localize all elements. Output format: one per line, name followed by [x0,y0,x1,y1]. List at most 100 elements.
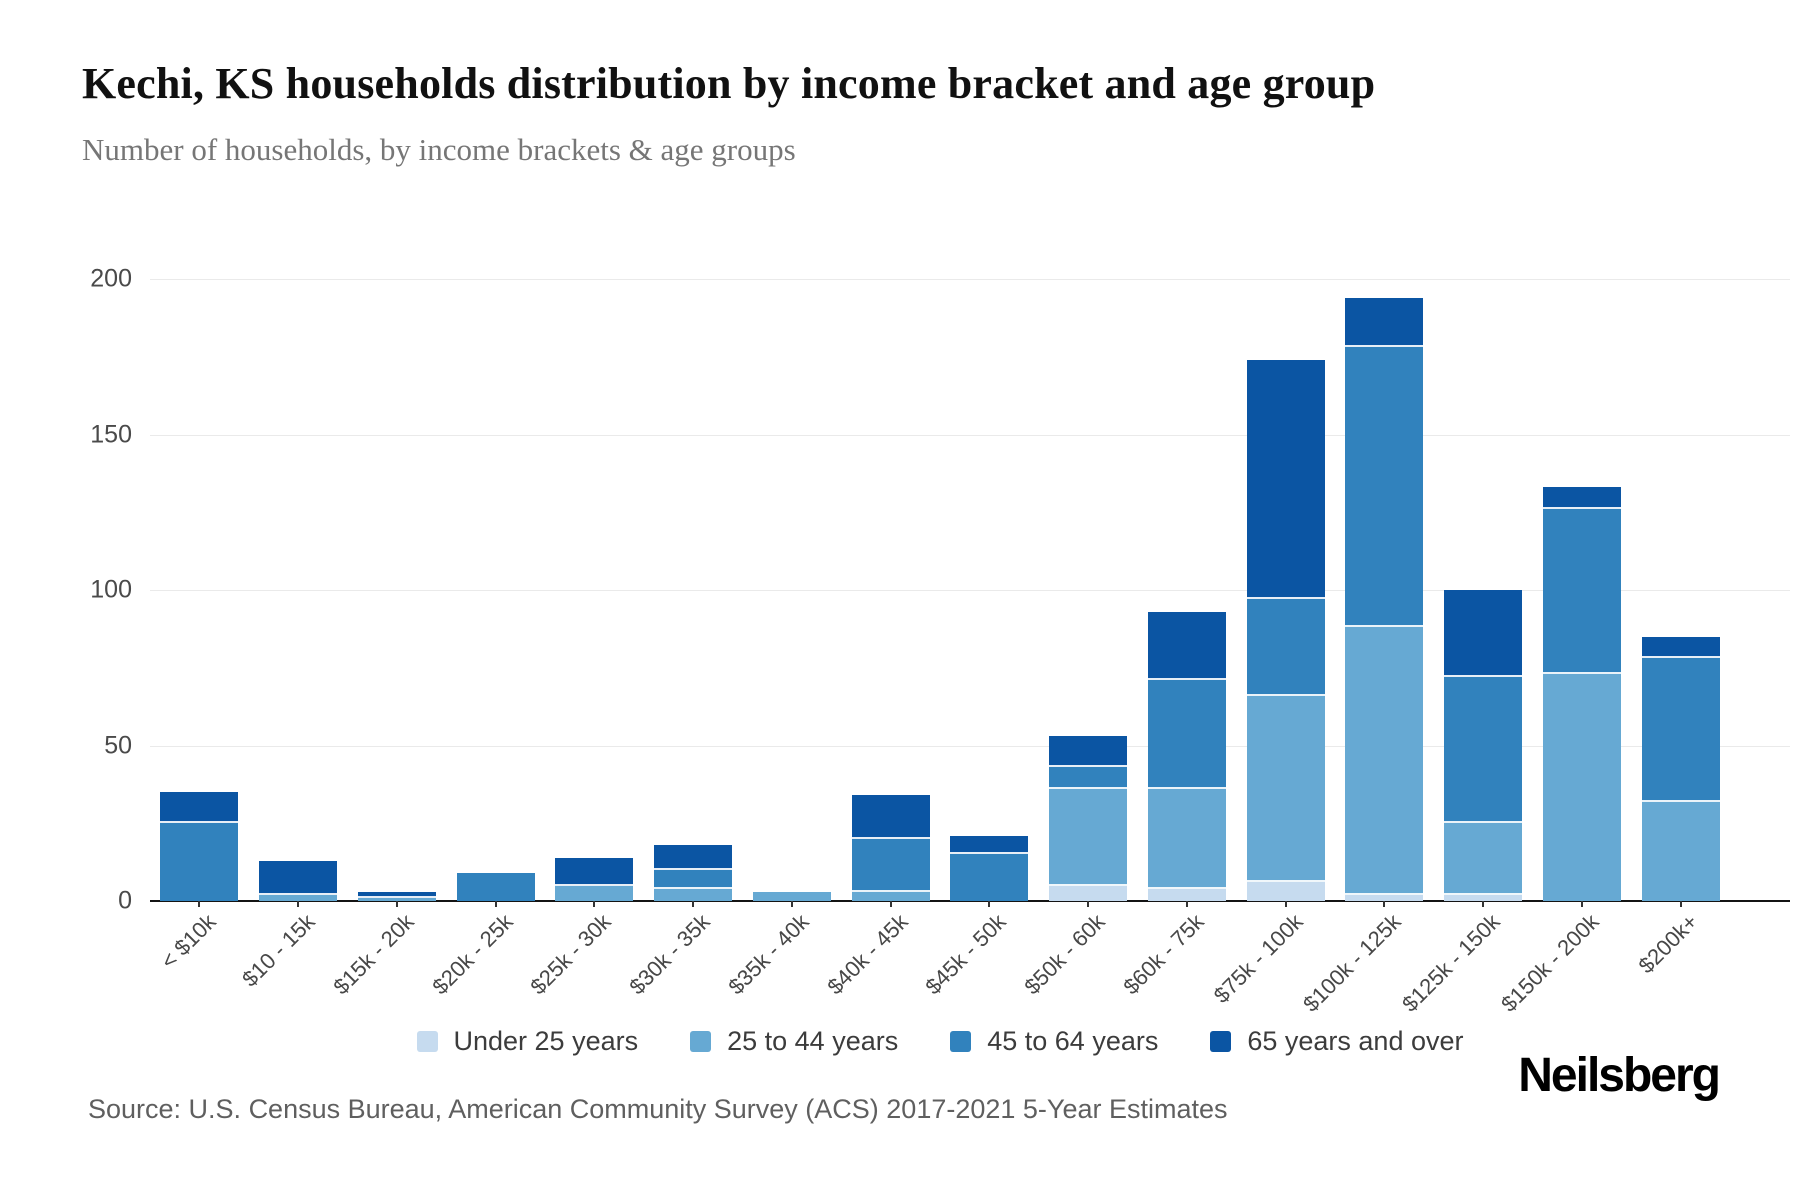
bar-segment[interactable] [1246,882,1325,901]
x-axis-tick [1580,901,1583,907]
bar-segment[interactable] [1246,695,1325,883]
bar-segment[interactable] [950,854,1029,901]
bar-segment[interactable] [1444,590,1523,678]
bar-segment[interactable] [1641,658,1720,802]
bar-segment[interactable] [555,857,634,886]
bar-segment[interactable] [1444,894,1523,901]
bar-segment[interactable] [1147,611,1226,681]
bar-segment[interactable] [654,845,733,870]
bar-segment[interactable] [1049,789,1128,886]
legend-label: 25 to 44 years [727,1026,899,1056]
bar-segment[interactable] [1147,888,1226,901]
bar-6[interactable] [654,845,733,901]
bar-segment[interactable] [555,885,634,901]
y-axis-label: 150 [90,420,132,448]
bar-5[interactable] [555,857,634,901]
bar-slot [545,279,644,901]
x-axis-line [150,900,1790,902]
bar-slot [446,279,545,901]
legend-swatch-icon [416,1031,438,1052]
bar-slot [1138,279,1237,901]
bar-segment[interactable] [1246,599,1325,696]
bar-segment[interactable] [654,888,733,901]
bar-segment[interactable] [1542,674,1621,901]
bars [150,279,1730,901]
bar-segment[interactable] [1345,297,1424,348]
source-text: Source: U.S. Census Bureau, American Com… [88,1094,1228,1124]
bar-segment[interactable] [1542,509,1621,674]
legend-item[interactable]: 25 to 44 years [690,1026,898,1057]
bar-slot [1236,279,1335,901]
x-axis-tick [1185,901,1188,907]
bar-11[interactable] [1147,611,1226,901]
bar-segment[interactable] [1444,677,1523,824]
chart-plot-area: 0 50 100 150 200 < $10k $10 - 15k $15k - 20k $2… [90,265,1790,1017]
bar-3[interactable] [357,891,436,901]
bar-segment[interactable] [259,894,338,901]
legend-item[interactable]: 65 years and over [1210,1026,1464,1057]
x-axis-tick [297,901,300,907]
bar-segment[interactable] [259,860,338,895]
bar-9[interactable] [950,835,1029,901]
x-axis-tick [988,901,991,907]
bar-4[interactable] [456,873,535,901]
legend-item[interactable]: 45 to 64 years [950,1026,1158,1057]
bar-segment[interactable] [1641,636,1720,659]
bar-segment[interactable] [1345,627,1424,895]
bar-16[interactable] [1641,636,1720,901]
legend-item[interactable]: Under 25 years [416,1026,638,1057]
bar-segment[interactable] [357,891,436,898]
bar-segment[interactable] [1641,801,1720,901]
bar-7[interactable] [752,891,831,901]
x-axis-tick [593,901,596,907]
bar-segment[interactable] [1345,347,1424,628]
legend-label: 45 to 64 years [987,1026,1159,1056]
bar-segment[interactable] [1345,894,1424,901]
bar-13[interactable] [1345,297,1424,901]
bar-segment[interactable] [752,891,831,901]
x-axis-tick [494,901,497,907]
bar-15[interactable] [1542,487,1621,901]
bar-segment[interactable] [160,823,239,901]
bar-segment[interactable] [851,891,930,901]
bar-8[interactable] [851,795,930,901]
bar-segment[interactable] [160,792,239,824]
bar-segment[interactable] [1542,487,1621,510]
bar-1[interactable] [160,792,239,901]
bar-segment[interactable] [1444,823,1523,895]
bar-slot [644,279,743,901]
x-axis-tick [1087,901,1090,907]
bar-slot [249,279,348,901]
bar-slot [1434,279,1533,901]
bar-slot [1631,279,1730,901]
brand-logo: Neilsberg [1518,1049,1721,1102]
x-axis-tick [1679,901,1682,907]
gridline [150,434,1790,436]
bar-slot [348,279,447,901]
bar-segment[interactable] [1147,680,1226,790]
bar-segment[interactable] [950,835,1029,855]
bar-slot [841,279,940,901]
legend-label: 65 years and over [1247,1026,1464,1056]
bar-segment[interactable] [1147,789,1226,889]
bar-10[interactable] [1049,736,1128,901]
bar-12[interactable] [1246,359,1325,901]
bar-2[interactable] [259,860,338,901]
y-axis-label: 50 [104,731,132,759]
bar-segment[interactable] [1049,736,1128,768]
bar-segment[interactable] [357,897,436,901]
bar-segment[interactable] [1049,767,1128,790]
bar-segment[interactable] [654,869,733,889]
bar-slot [743,279,842,901]
bar-segment[interactable] [851,838,930,892]
bar-14[interactable] [1444,590,1523,901]
bar-slot [1335,279,1434,901]
legend-swatch-icon [950,1031,972,1052]
x-axis-tick [1482,901,1485,907]
bar-segment[interactable] [851,795,930,839]
bar-segment[interactable] [1049,885,1128,901]
bar-segment[interactable] [1246,359,1325,600]
bar-segment[interactable] [456,873,535,901]
x-axis-tick [889,901,892,907]
x-axis-tick [692,901,695,907]
